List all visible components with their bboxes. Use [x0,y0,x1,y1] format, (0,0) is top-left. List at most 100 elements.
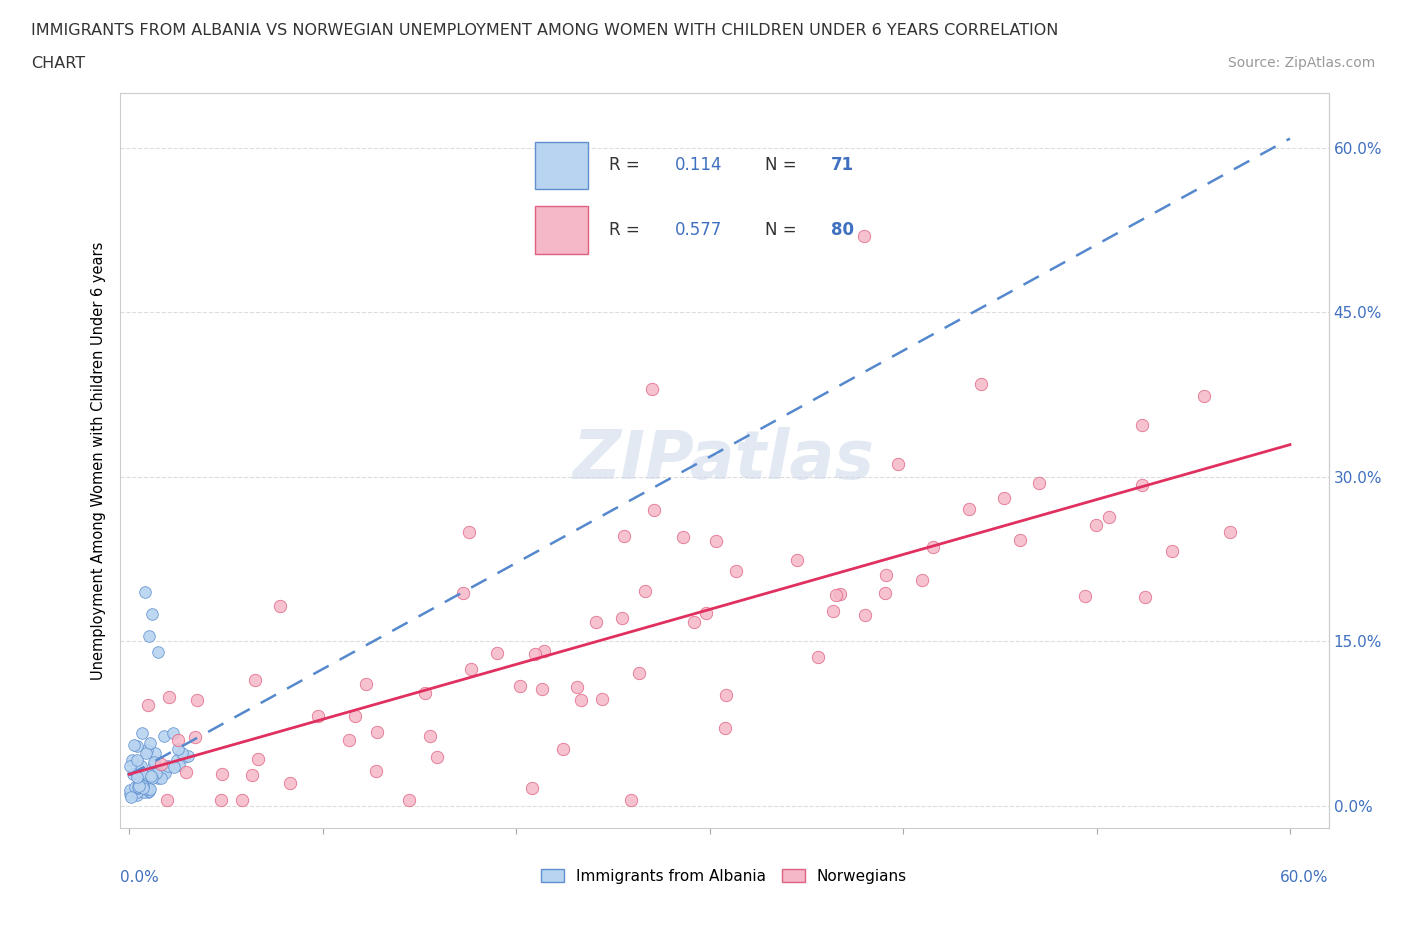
Point [129,759,152,774]
Text: CHART: CHART [31,56,84,71]
Point [970,377,993,392]
Text: 60.0%: 60.0% [1281,870,1329,884]
Point [125,770,148,785]
Point [132,785,155,800]
Point [139,769,162,784]
Point [142,766,165,781]
Point [121,767,143,782]
Point [634,584,657,599]
Point [307,708,329,723]
Point [146,770,169,785]
Point [706,533,728,548]
Point [1073,589,1095,604]
Point [136,779,159,794]
Point [153,728,176,743]
Point [166,752,188,767]
Point [170,746,193,761]
Point [128,783,150,798]
Point [531,682,554,697]
Point [136,698,159,713]
Point [125,765,148,780]
Point [145,763,167,777]
Point [640,381,662,396]
Point [1010,532,1032,547]
Point [139,736,162,751]
Point [148,644,170,659]
Point [136,743,159,758]
Point [875,586,897,601]
Point [1130,478,1153,493]
Point [122,737,145,752]
Point [398,793,420,808]
Point [153,764,176,778]
Point [150,756,173,771]
Point [127,781,149,796]
Point [569,692,592,707]
Point [125,785,148,800]
Point [364,764,387,778]
Point [993,491,1015,506]
Point [231,793,253,808]
Point [911,572,934,587]
Point [162,726,184,741]
Point [211,766,233,781]
Point [120,759,142,774]
Point [520,780,543,795]
Point [567,679,589,694]
Y-axis label: Unemployment Among Women with Children Under 6 years: Unemployment Among Women with Children U… [91,241,107,680]
Point [807,649,830,664]
Point [127,779,149,794]
Point [786,552,808,567]
Point [485,645,508,660]
Point [120,787,142,802]
Point [620,793,643,808]
Point [127,739,149,754]
Point [825,587,848,602]
Point [173,750,195,764]
Point [269,599,291,614]
Point [922,540,945,555]
Point [413,686,436,701]
Point [1130,418,1153,432]
Point [127,787,149,802]
Point [887,457,910,472]
Point [354,677,377,692]
Point [131,779,153,794]
Point [145,746,167,761]
Point [724,564,747,578]
Legend: Immigrants from Albania, Norwegians: Immigrants from Albania, Norwegians [536,862,912,890]
Point [141,606,163,621]
Point [132,781,155,796]
Point [278,776,301,790]
Point [714,688,737,703]
Point [853,608,876,623]
Point [853,228,876,243]
Point [128,775,150,790]
Point [135,746,157,761]
Point [143,755,166,770]
Point [138,783,160,798]
Point [823,604,845,618]
Text: 0.0%: 0.0% [120,870,159,884]
Point [121,752,143,767]
Point [643,502,665,517]
Point [132,771,155,786]
Point [957,502,980,517]
Point [1133,590,1156,604]
Point [460,661,482,676]
Point [129,772,152,787]
Point [186,692,208,707]
Point [509,679,531,694]
Point [209,793,232,808]
Point [613,529,636,544]
Point [1028,476,1050,491]
Point [174,764,197,779]
Point [451,585,474,600]
Point [875,567,897,582]
Point [553,741,575,756]
Point [166,741,188,756]
Text: ZIPatlas: ZIPatlas [574,428,875,493]
Point [125,752,148,767]
Point [134,765,156,780]
Point [672,529,695,544]
